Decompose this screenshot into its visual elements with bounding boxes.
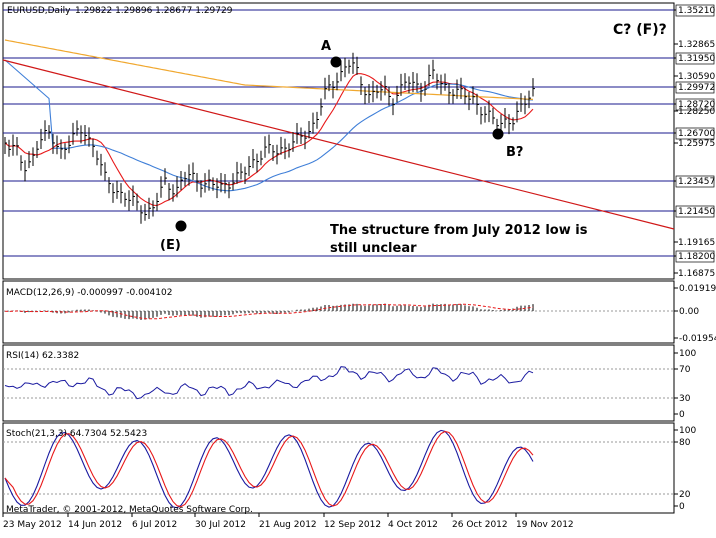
time-label: 23 May 2012 xyxy=(3,520,62,530)
price-box xyxy=(675,205,715,218)
wave-label-b: B? xyxy=(506,145,523,160)
wave-label-a: A xyxy=(321,39,331,54)
time-axis: 23 May 2012 14 Jun 2012 6 Jul 2012 30 Jul 2… xyxy=(2,513,574,530)
price-box xyxy=(675,127,715,140)
rsi-label: 70 xyxy=(679,365,691,375)
wave-markers xyxy=(175,56,504,232)
price-label: 1.30590 xyxy=(678,72,715,82)
price-label: 1.25975 xyxy=(678,139,715,149)
time-label: 21 Aug 2012 xyxy=(259,520,317,530)
price-box xyxy=(675,98,715,111)
price-label: 1.16875 xyxy=(678,269,715,279)
price-label: 1.19165 xyxy=(678,238,715,248)
macd-label: -0.01954 xyxy=(679,334,716,344)
stoch-label: 100 xyxy=(679,426,696,436)
wave-label-c-f: C? (F)? xyxy=(613,22,667,38)
rsi-title: RSI(14) 62.3382 xyxy=(6,351,79,361)
wave-label-e: (E) xyxy=(160,238,181,253)
wave-a-dot xyxy=(330,56,342,68)
trend-line xyxy=(2,59,675,230)
time-label: 14 Jun 2012 xyxy=(68,520,122,530)
stoch-signal-line xyxy=(4,430,534,508)
macd-panel-frame xyxy=(2,280,675,344)
wave-e-dot xyxy=(175,220,187,232)
rsi-panel-frame xyxy=(2,344,675,422)
price-label: 1.28250 xyxy=(678,107,715,117)
price-label: 1.31950 xyxy=(678,54,715,64)
macd-title: MACD(12,26,9) -0.000997 -0.004102 xyxy=(6,288,172,298)
rsi-label: 30 xyxy=(679,394,691,404)
price-label: 1.29972 xyxy=(678,83,715,93)
price-box xyxy=(675,175,715,188)
price-panel-frame xyxy=(2,2,675,280)
stoch-label: 80 xyxy=(679,438,691,448)
stoch-title: Stoch(21,3,3) 64.7304 52.5423 xyxy=(6,429,147,439)
symbol-title: EURUSD,Daily xyxy=(7,6,71,16)
rsi-label: 0 xyxy=(679,410,685,420)
time-label: 6 Jul 2012 xyxy=(132,520,177,530)
price-label: 1.21450 xyxy=(678,207,715,217)
price-box xyxy=(675,250,715,263)
price-box xyxy=(675,81,715,94)
stoch-label: 20 xyxy=(679,490,691,500)
time-label: 30 Jul 2012 xyxy=(195,520,246,530)
time-label: 12 Sep 2012 xyxy=(324,520,381,530)
macd-series xyxy=(4,303,534,320)
copyright-text: MetaTrader, © 2001-2012, MetaQuotes Soft… xyxy=(6,505,253,515)
price-label: 1.32865 xyxy=(678,40,715,50)
ohlc-readout: 1.29822 1.29896 1.28677 1.29729 xyxy=(75,6,233,16)
stoch-label: 0 xyxy=(679,502,685,512)
horizontal-lines xyxy=(3,9,674,495)
time-label: 4 Oct 2012 xyxy=(388,520,438,530)
price-label: 1.23457 xyxy=(678,177,715,187)
price-bars xyxy=(4,52,535,224)
rsi-series xyxy=(4,366,534,400)
rsi-label: 100 xyxy=(679,349,696,359)
note-line-2: still unclear xyxy=(330,241,417,256)
ma-slow-line xyxy=(4,39,534,100)
price-label: 1.18200 xyxy=(678,252,715,262)
downtrend-line xyxy=(2,59,675,230)
rsi-line xyxy=(4,366,534,400)
stoch-series xyxy=(4,429,534,509)
wave-b-dot xyxy=(492,128,504,140)
macd-signal-line xyxy=(4,303,534,320)
time-label: 19 Nov 2012 xyxy=(516,520,574,530)
price-label: 1.26700 xyxy=(678,129,715,139)
price-label: 1.28720 xyxy=(678,100,715,110)
price-label: 1.35210 xyxy=(678,6,715,16)
note-line-1: The structure from July 2012 low is xyxy=(330,223,588,238)
macd-label: 0.00 xyxy=(679,307,699,317)
time-label: 26 Oct 2012 xyxy=(452,520,508,530)
price-box xyxy=(675,4,715,17)
price-box xyxy=(675,52,715,65)
stoch-panel-frame xyxy=(2,422,675,514)
macd-label: 0.019194 xyxy=(679,284,716,294)
